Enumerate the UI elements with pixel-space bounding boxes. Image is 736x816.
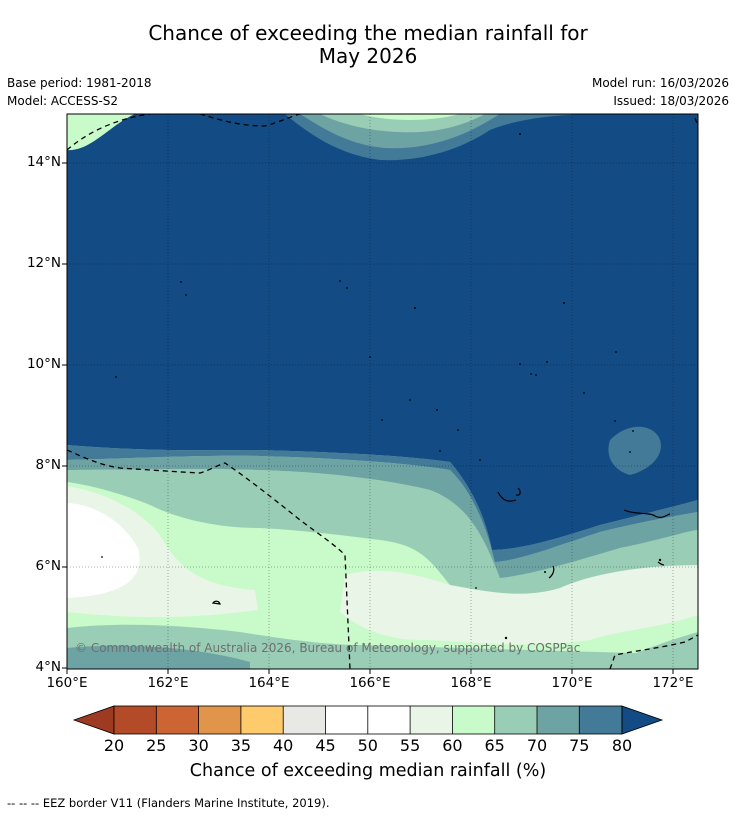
colorbar-over-arrow [621, 705, 664, 735]
colorbar-bin-40-45 [283, 706, 326, 734]
title-line-1: Chance of exceeding the median rainfall … [148, 21, 588, 45]
colorbar-bin-25-30 [156, 706, 199, 734]
colorbar-bin-75-80 [579, 706, 622, 734]
colorbar-tick-80: 80 [611, 736, 633, 755]
band-65-70-north [320, 114, 485, 133]
x-tick-172e: 172°E [652, 675, 694, 691]
colorbar-under-arrow [72, 705, 115, 735]
island-outlines [211, 487, 671, 605]
issued-date: Issued: 18/03/2026 [613, 94, 729, 108]
colorbar-tick-45: 45 [315, 736, 336, 755]
x-tick-162e: 162°E [147, 675, 189, 691]
info-left: Base period: 1981-2018 Model: ACCESS-S2 [7, 74, 152, 110]
x-tick-170e: 170°E [551, 675, 593, 691]
band-75-80-east-blob [608, 426, 661, 475]
colorbar [72, 705, 664, 735]
colorbar-tick-70: 70 [526, 736, 548, 755]
islands [101, 133, 662, 640]
colorbar-bin-65-70 [494, 706, 537, 734]
x-tick-166e: 166°E [349, 675, 391, 691]
colorbar-title: Chance of exceeding median rainfall (%) [189, 761, 547, 781]
band-over-80 [67, 114, 698, 550]
colorbar-tick-65: 65 [484, 736, 505, 755]
colorbar-dividers [113, 705, 623, 735]
colorbar-bin-45-50 [325, 706, 368, 734]
eez-footnote: -- -- -- EEZ border V11 (Flanders Marine… [7, 796, 330, 810]
y-tick-8n: 8°N [35, 457, 61, 473]
colorbar-bin-60-65 [452, 706, 495, 734]
colorbar-tick-75: 75 [569, 736, 590, 755]
x-tick-160e: 160°E [46, 675, 88, 691]
y-tick-10n: 10°N [26, 356, 61, 372]
x-tick-168e: 168°E [450, 675, 492, 691]
axis-ticks [62, 162, 674, 674]
y-tick-12n: 12°N [26, 255, 61, 271]
map-gridlines [67, 114, 698, 669]
chart-title: Chance of exceeding the median rainfall … [0, 22, 736, 68]
band-70-75-south [67, 645, 250, 669]
info-right: Model run: 16/03/2026 Issued: 18/03/2026 [592, 74, 729, 110]
map-frame [66, 113, 699, 670]
band-60-65-north [360, 114, 460, 120]
band-70-75-middle [67, 455, 698, 578]
rainfall-map [67, 114, 698, 669]
colorbar-tick-25: 25 [146, 736, 167, 755]
colorbar-tick-20: 20 [103, 736, 125, 755]
colorbar-bin-35-40 [240, 706, 284, 734]
colorbar-tick-60: 60 [442, 736, 463, 755]
y-tick-4n: 4°N [35, 659, 61, 675]
base-period: Base period: 1981-2018 [7, 76, 152, 90]
band-55-60-east [340, 565, 698, 645]
model-run: Model run: 16/03/2026 [591, 76, 729, 90]
colorbar-bin-50-55 [367, 706, 411, 734]
band-65-70-middle [67, 469, 698, 594]
model-name: Model: ACCESS-S2 [7, 94, 119, 108]
colorbar-tick-55: 55 [399, 736, 421, 755]
colorbar-tick-35: 35 [230, 736, 252, 755]
colorbar-bin-55-60 [410, 706, 453, 734]
colorbar-bin-20-25 [114, 706, 157, 734]
band-65-70-southeast [600, 632, 698, 669]
colorbar-bin-70-75 [537, 706, 580, 734]
colorbar-tick-30: 30 [188, 736, 209, 755]
title-line-2: May 2026 [318, 44, 418, 68]
copyright-notice: © Commonwealth of Australia 2026, Bureau… [75, 641, 581, 655]
band-75-80-middle [67, 445, 698, 562]
y-tick-6n: 6°N [35, 558, 61, 574]
band-50-55-west [67, 503, 140, 598]
colorbar-bin-30-35 [198, 706, 241, 734]
colorbar-tick-50: 50 [357, 736, 378, 755]
colorbar-tick-40: 40 [273, 736, 294, 755]
y-tick-14n: 14°N [26, 154, 61, 170]
x-tick-164e: 164°E [248, 675, 290, 691]
eez-borders [67, 114, 698, 669]
